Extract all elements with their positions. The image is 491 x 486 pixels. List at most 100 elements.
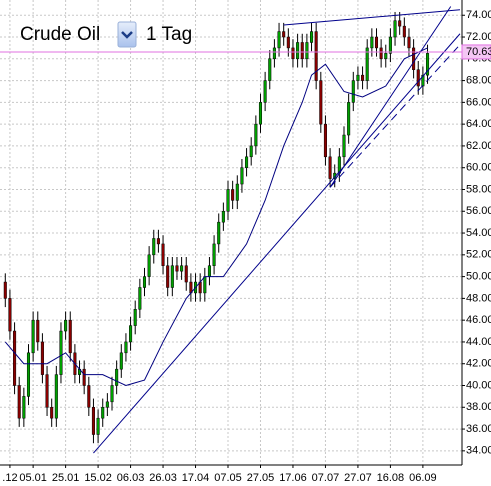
- candle-body: [96, 417, 100, 435]
- y-tick-label: 54.00: [466, 227, 491, 239]
- y-tick-label: 38.00: [466, 401, 491, 413]
- candle-body: [384, 53, 388, 60]
- candle-body: [240, 167, 244, 185]
- dropdown-button[interactable]: [117, 21, 137, 48]
- candle-body: [207, 265, 211, 277]
- y-tick-label: 72.00: [466, 31, 491, 43]
- candle-body: [142, 276, 147, 288]
- candle-body: [156, 238, 160, 245]
- y-tick-label: 44.00: [466, 336, 491, 348]
- y-tick-label: 40.00: [466, 379, 491, 391]
- candle-body: [152, 238, 156, 256]
- toolbar: Crude Oil 1 Tag: [20, 21, 192, 48]
- x-tick-label: 26.03: [149, 472, 177, 484]
- candle-body: [286, 36, 290, 49]
- plot: [0, 6, 462, 454]
- candle-body: [361, 74, 365, 81]
- candle-body: [282, 31, 286, 38]
- candle-body: [180, 265, 184, 272]
- candle-body: [370, 36, 374, 49]
- candle-body: [133, 309, 137, 326]
- candle-body: [226, 189, 230, 212]
- y-tick-label: 64.00: [466, 118, 491, 130]
- candle-body: [22, 396, 26, 419]
- candle-body: [31, 319, 35, 354]
- candle-body: [45, 374, 49, 408]
- x-tick-label: .12: [2, 472, 17, 484]
- candle-body: [328, 156, 332, 179]
- candle-body: [119, 352, 123, 370]
- x-tick-label: 15.02: [84, 472, 112, 484]
- candle-body: [407, 36, 411, 49]
- y-tick-label: 74.00: [466, 9, 491, 21]
- y-tick-label: 66.00: [466, 96, 491, 108]
- candle-body: [147, 254, 151, 277]
- x-tick-label: 17.04: [182, 472, 210, 484]
- candle-body: [398, 20, 402, 27]
- candle-body: [203, 276, 207, 294]
- candle-body: [175, 265, 179, 272]
- candle-body: [161, 243, 165, 266]
- candle-body: [64, 319, 68, 332]
- candle-body: [212, 243, 216, 266]
- timeframe[interactable]: 1 Tag: [146, 24, 192, 45]
- x-tick-label: 05.01: [19, 472, 47, 484]
- candle-body: [323, 123, 327, 158]
- y-tick-label: 34.00: [466, 445, 491, 457]
- candle-body: [356, 74, 360, 81]
- y-tick-label: 46.00: [466, 314, 491, 326]
- x-tick-label: 17.06: [279, 472, 307, 484]
- candle-body: [291, 47, 295, 60]
- x-tick-label: 06.03: [117, 472, 145, 484]
- candle-body: [388, 36, 392, 54]
- candle-body: [115, 368, 119, 386]
- trendline: [329, 44, 461, 188]
- y-tick-label: 42.00: [466, 358, 491, 370]
- y-tick-label: 50.00: [466, 271, 491, 283]
- x-tick-label: 07.07: [312, 472, 340, 484]
- candle-body: [129, 325, 133, 343]
- candle-body: [50, 407, 54, 419]
- candle-body: [87, 385, 91, 408]
- candle-body: [235, 183, 239, 201]
- candle-body: [277, 31, 281, 49]
- last-price-box: [461, 44, 491, 60]
- candle-body: [263, 80, 267, 103]
- y-tick-label: 48.00: [466, 292, 491, 304]
- candle-body: [296, 42, 300, 60]
- x-tick-label: 27.05: [247, 472, 275, 484]
- candle-body: [305, 42, 309, 60]
- candle-body: [249, 145, 253, 158]
- candle-body: [314, 31, 318, 81]
- y-tick-label: 68.00: [466, 74, 491, 86]
- candle-body: [59, 330, 63, 375]
- y-tick-label: 58.00: [466, 183, 491, 195]
- trendline: [93, 33, 461, 454]
- trendline: [329, 6, 452, 188]
- candle-body: [13, 330, 17, 386]
- candle-body: [170, 265, 174, 288]
- candle-body: [393, 20, 397, 38]
- candle-body: [91, 407, 95, 435]
- candle-body: [82, 368, 86, 386]
- candle-body: [319, 80, 323, 125]
- candle-body: [300, 42, 304, 60]
- x-tick-label: 07.05: [214, 472, 242, 484]
- candle-body: [36, 319, 40, 343]
- candle-body: [342, 134, 346, 158]
- x-tick-label: 06.09: [409, 472, 437, 484]
- chevron: [121, 31, 133, 39]
- candle-body: [110, 385, 114, 403]
- candle-body: [17, 385, 21, 419]
- candle-body: [245, 156, 249, 168]
- candle-body: [416, 69, 420, 87]
- candle-body: [412, 47, 416, 70]
- symbol[interactable]: Crude Oil: [20, 24, 100, 45]
- candle-body: [254, 123, 258, 147]
- candle-body: [402, 25, 406, 38]
- candle-body: [231, 189, 235, 201]
- candle-body: [379, 47, 383, 60]
- y-tick-label: 36.00: [466, 423, 491, 435]
- moving-average: [4, 47, 428, 387]
